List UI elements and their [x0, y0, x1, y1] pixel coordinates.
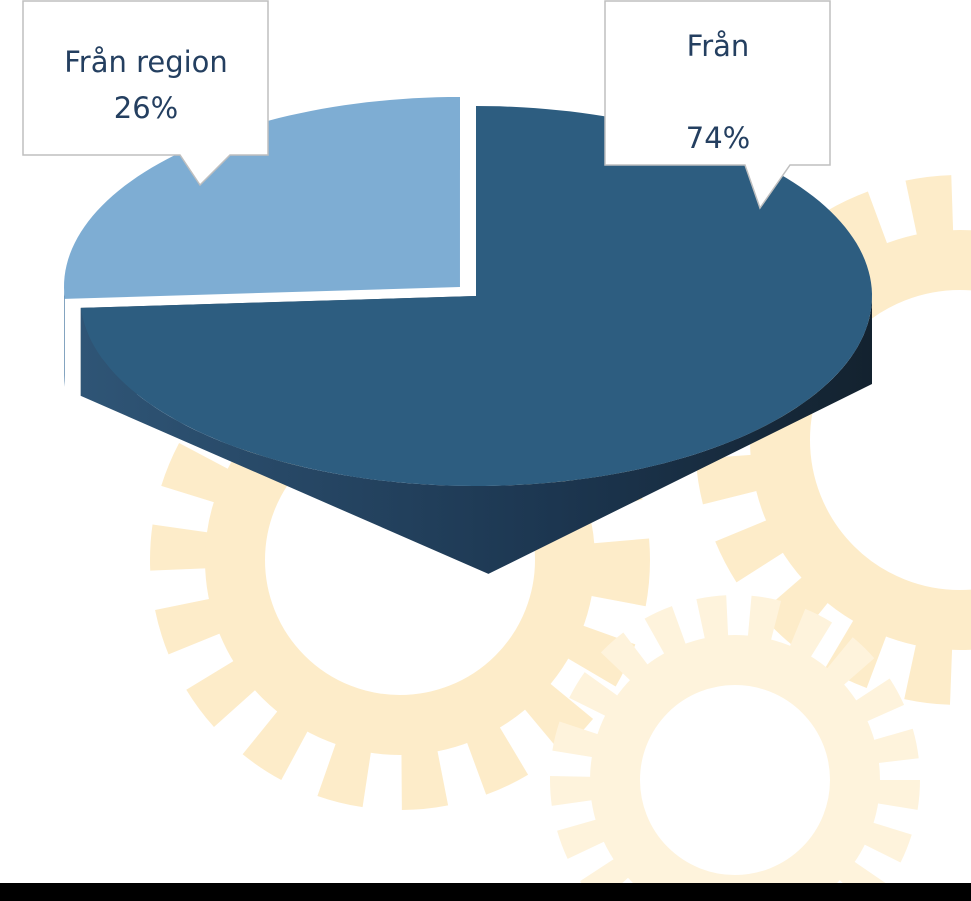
category-label: Från	[687, 29, 750, 63]
background-gears	[150, 175, 971, 901]
callout-kommuner: Från 74%	[604, 0, 831, 210]
slice	[64, 97, 460, 387]
value-label: 26%	[114, 91, 178, 125]
slice-wall	[64, 287, 65, 387]
callout-box	[22, 0, 269, 187]
slice-wall	[80, 296, 873, 574]
slice-top	[64, 97, 460, 299]
pie	[64, 97, 873, 574]
callout-region: Från region 26%	[22, 0, 269, 187]
slice	[80, 106, 873, 574]
slice-top	[80, 106, 873, 486]
category-label: Från region	[64, 45, 228, 79]
bottom-bar	[0, 883, 971, 901]
callout-box	[604, 0, 831, 210]
value-label: 74%	[686, 121, 750, 155]
